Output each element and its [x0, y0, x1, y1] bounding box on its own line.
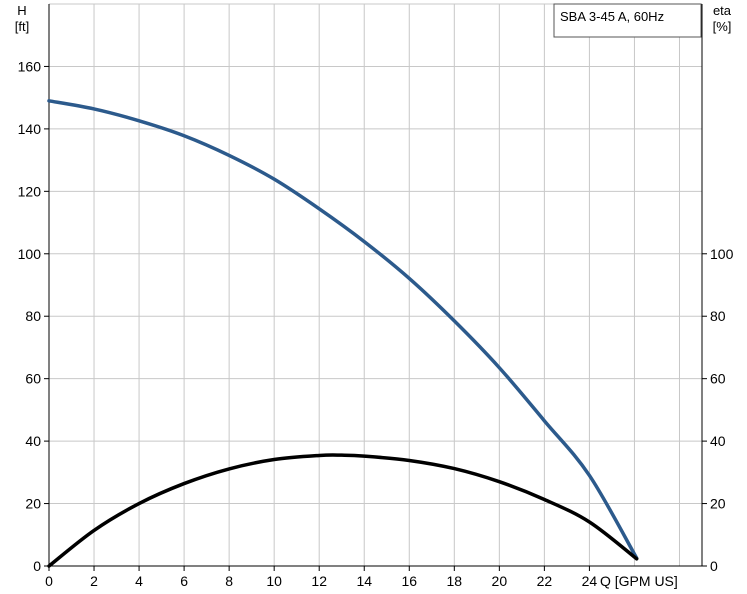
x-tick-label: 12	[311, 573, 327, 589]
axes	[48, 4, 703, 567]
x-tick-label: 4	[135, 573, 143, 589]
x-tick-label: 14	[356, 573, 372, 589]
y-axis-right-label-eta: eta	[713, 3, 732, 18]
y-right-tick-label: 0	[710, 558, 718, 574]
tick-labels: 0 2 4 6 8 10 12 14 16 18 20 22 240204060801001201401…	[18, 58, 734, 589]
y-left-tick-label: 160	[18, 58, 42, 74]
series-layer	[47, 99, 639, 568]
x-tick-label: 2	[90, 573, 98, 589]
head-curve	[47, 99, 639, 560]
y-axis-right-label-unit: [%]	[713, 19, 732, 34]
y-left-tick-label: 60	[25, 371, 41, 387]
y-left-tick-label: 100	[18, 246, 42, 262]
y-left-tick-label: 20	[25, 496, 41, 512]
x-tick-label: 0	[45, 573, 53, 589]
y-left-tick-label: 40	[25, 433, 41, 449]
x-tick-label: 6	[180, 573, 188, 589]
y-right-tick-label: 40	[710, 433, 726, 449]
x-tick-label: 18	[447, 573, 463, 589]
y-axis-left-label-unit: [ft]	[15, 19, 29, 34]
y-axis-left-label-h: H	[17, 3, 26, 18]
grid	[48, 3, 702, 567]
legend-title: SBA 3-45 A, 60Hz	[560, 9, 664, 24]
y-left-tick-label: 120	[18, 183, 42, 199]
y-right-tick-label: 60	[710, 371, 726, 387]
efficiency-curve	[47, 453, 639, 568]
y-right-tick-label: 20	[710, 496, 726, 512]
y-left-tick-label: 140	[18, 121, 42, 137]
y-left-tick-label: 0	[33, 558, 41, 574]
y-right-tick-label: 100	[710, 246, 734, 262]
x-tick-label: 24	[582, 573, 598, 589]
legend-box: SBA 3-45 A, 60Hz	[553, 3, 702, 38]
y-right-tick-label: 80	[710, 308, 726, 324]
x-tick-label: 8	[225, 573, 233, 589]
legend-frame	[553, 3, 702, 38]
x-tick-label: 16	[401, 573, 417, 589]
x-tick-label: 10	[266, 573, 282, 589]
x-tick-label: 22	[537, 573, 553, 589]
x-tick-label: 20	[492, 573, 508, 589]
y-left-tick-label: 80	[25, 308, 41, 324]
x-axis-label: Q [GPM US]	[600, 573, 678, 589]
